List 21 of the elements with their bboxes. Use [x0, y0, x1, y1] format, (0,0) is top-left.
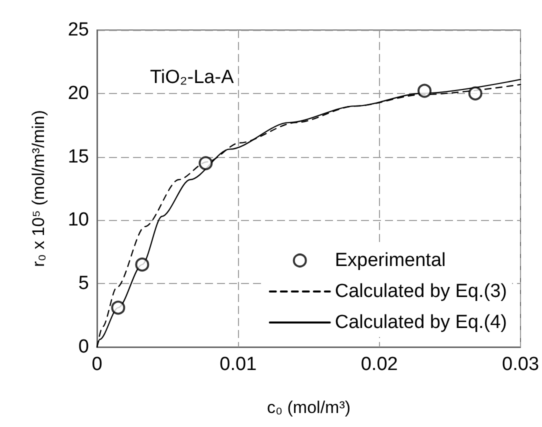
point: [111, 300, 126, 315]
legend-label: Calculated by Eq.(3): [334, 281, 508, 302]
x-tick-label: 0: [92, 354, 102, 375]
legend-label: Calculated by Eq.(4): [334, 312, 508, 333]
x-tick-label: 0.02: [360, 354, 398, 375]
y-tick-label: 10: [68, 210, 89, 231]
x-tick-label: 0.01: [220, 354, 257, 375]
point: [135, 258, 150, 272]
annotation: TiO₂-La-A: [150, 67, 234, 88]
point: [198, 156, 213, 170]
x-axis-title: c₀ (mol/m³): [266, 398, 351, 417]
legend-label: Experimental: [334, 250, 446, 271]
y-tick-label: 25: [68, 20, 89, 40]
y-tick-label: 5: [78, 273, 89, 294]
point: [418, 84, 432, 98]
y-tick-label: 0: [78, 336, 89, 358]
y-axis-title: r₀ x 10⁵ (mol/m³/min): [29, 110, 48, 267]
point: [468, 86, 482, 100]
y-tick-label: 15: [68, 146, 89, 168]
x-tick-label: 0.03: [502, 354, 540, 375]
y-tick-label: 20: [68, 82, 89, 104]
